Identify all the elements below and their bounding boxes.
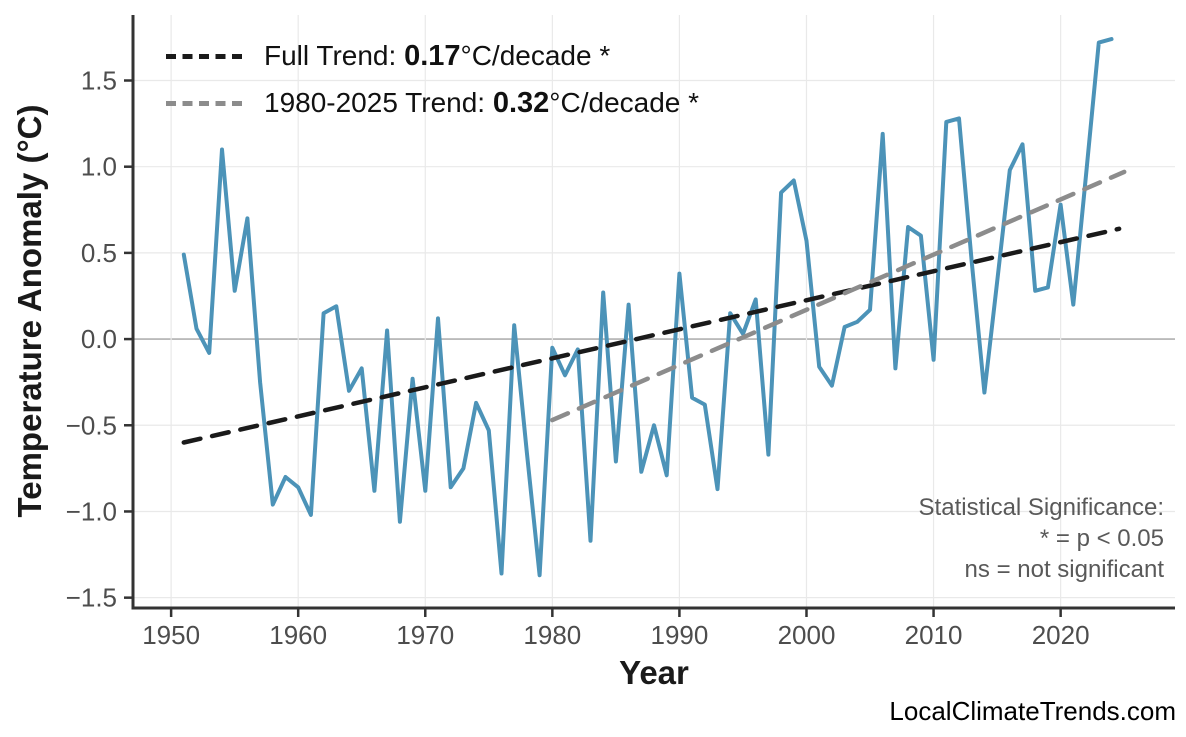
x-tick-label: 2010 [905, 620, 963, 650]
legend-label-1980-2025-trend: 1980-2025 Trend: 0.32°C/decade * [264, 87, 700, 119]
y-tick-label: 1.5 [81, 66, 117, 96]
significance-note-line: * = p < 0.05 [1039, 525, 1164, 552]
y-axis-title: Temperature Anomaly (°C) [11, 104, 48, 518]
legend-item-full-trend: Full Trend: 0.17°C/decade * [166, 33, 699, 80]
y-tick-label: −1.5 [66, 583, 117, 613]
y-tick-label: −0.5 [66, 410, 117, 440]
x-tick-label: 1970 [396, 620, 454, 650]
y-tick-label: 0.5 [81, 238, 117, 268]
x-tick-label: 1960 [269, 620, 327, 650]
watermark-text: LocalClimateTrends.com [889, 696, 1176, 726]
legend-item-1980-2025-trend: 1980-2025 Trend: 0.32°C/decade * [166, 80, 699, 127]
significance-note-line: ns = not significant [964, 556, 1164, 583]
full-trend-dash-icon [166, 54, 242, 59]
significance-note: Statistical Significance: * = p < 0.05 n… [919, 492, 1164, 585]
trend-1980-2025-dash-icon [166, 101, 242, 106]
x-tick-label: 1950 [142, 620, 200, 650]
x-tick-label: 2000 [778, 620, 836, 650]
chart-legend: Full Trend: 0.17°C/decade * 1980-2025 Tr… [166, 33, 699, 127]
trend-1980-2025-line [550, 169, 1127, 423]
legend-label-full-trend: Full Trend: 0.17°C/decade * [264, 40, 611, 72]
x-axis-title: Year [619, 654, 689, 691]
x-tick-label: 1990 [650, 620, 708, 650]
full-trend-line [181, 226, 1122, 445]
significance-note-line: Statistical Significance: [918, 494, 1164, 521]
annual-temperature-anomaly [181, 37, 1114, 578]
y-tick-label: 0.0 [81, 324, 117, 354]
y-tick-label: −1.0 [66, 496, 117, 526]
y-tick-label: 1.0 [81, 152, 117, 182]
x-tick-label: 1980 [523, 620, 581, 650]
x-tick-label: 2020 [1032, 620, 1090, 650]
